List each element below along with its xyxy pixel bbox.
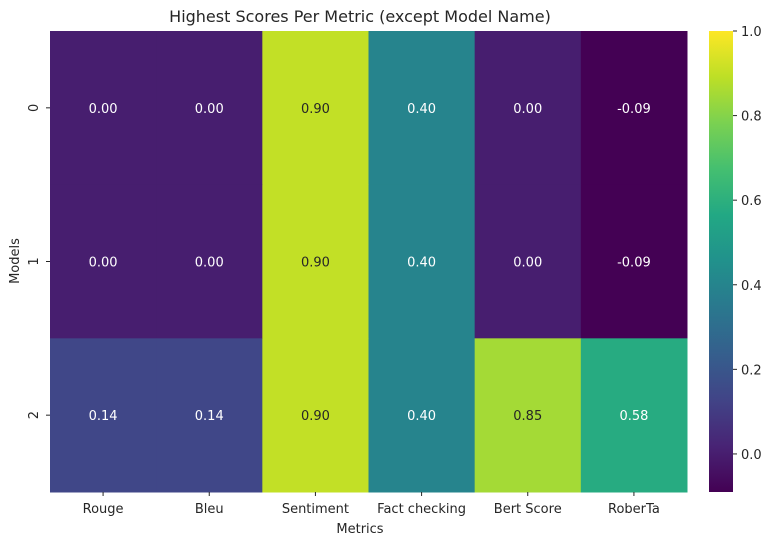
heatmap-cell (156, 184, 263, 339)
cell-value-label: 0.90 (301, 256, 330, 271)
heatmap-cell (368, 31, 476, 186)
y-axis-ticks: 0 1 2 (27, 104, 50, 419)
heatmap-cell (474, 31, 582, 186)
colorbar-gradient (709, 31, 733, 492)
heatmap-cell (368, 184, 476, 339)
heatmap-cell (262, 338, 369, 493)
colorbar-ticks: 0.0 0.2 0.4 0.6 0.8 1.0 (733, 25, 762, 463)
heatmap-cell (580, 338, 688, 493)
colorbar-tick-label: 0.4 (741, 279, 762, 294)
colorbar-tick-label: 0.6 (741, 194, 762, 209)
x-tick-label: RoberTa (608, 502, 660, 517)
heatmap-cell (156, 338, 263, 493)
cell-value-label: 0.00 (89, 256, 118, 271)
colorbar-tick-label: 0.0 (741, 448, 762, 463)
heatmap-cell (262, 184, 369, 339)
cell-value-label: 0.00 (89, 102, 118, 117)
heatmap-cell (474, 338, 582, 493)
cell-value-label: 0.40 (407, 102, 436, 117)
cell-value-label: 0.14 (195, 409, 224, 424)
heatmap-cell (50, 184, 157, 339)
heatmap-cell (580, 31, 688, 186)
x-tick-label: Bleu (195, 502, 224, 517)
x-axis-label: Metrics (336, 522, 383, 537)
heatmap-cell (156, 31, 263, 186)
y-tick-label: 1 (27, 257, 42, 265)
cell-value-label: -0.09 (617, 102, 651, 117)
heatmap-cell (50, 338, 157, 493)
x-axis-ticks: Rouge Bleu Sentiment Fact checking Bert Scor… (83, 492, 660, 517)
cell-value-label: 0.90 (301, 102, 330, 117)
cell-value-label: 0.00 (195, 102, 224, 117)
heatmap-cell (368, 338, 476, 493)
cell-value-label: -0.09 (617, 256, 651, 271)
heatmap-cell (50, 31, 157, 186)
x-tick-label: Sentiment (282, 502, 349, 517)
y-tick-label: 2 (27, 411, 42, 419)
colorbar-tick-label: 0.2 (741, 363, 762, 378)
x-tick-label: Bert Score (494, 502, 562, 517)
y-axis-label: Models (8, 238, 23, 284)
x-tick-label: Fact checking (377, 502, 466, 517)
colorbar-tick-label: 1.0 (741, 25, 762, 40)
y-tick-label: 0 (27, 104, 42, 112)
chart-title: Highest Scores Per Metric (except Model … (169, 7, 551, 26)
cell-value-label: 0.58 (619, 409, 648, 424)
cell-value-label: 0.40 (407, 256, 436, 271)
cell-value-label: 0.00 (195, 256, 224, 271)
colorbar: 0.0 0.2 0.4 0.6 0.8 1.0 (709, 25, 762, 492)
cell-value-label: 0.00 (513, 102, 542, 117)
cell-value-label: 0.40 (407, 409, 436, 424)
cell-value-label: 0.14 (89, 409, 118, 424)
cell-value-label: 0.85 (513, 409, 542, 424)
heatmap-cell (474, 184, 582, 339)
cell-value-label: 0.00 (513, 256, 542, 271)
heatmap-cell (580, 184, 688, 339)
heatmap-cell (262, 31, 369, 186)
heatmap-cell-labels: 0.00 0.00 0.90 0.40 0.00 -0.09 0.00 0.00 0.90 0.4… (89, 102, 651, 424)
heatmap-cells (50, 31, 688, 493)
colorbar-tick-label: 0.8 (741, 110, 762, 125)
x-tick-label: Rouge (83, 502, 124, 517)
cell-value-label: 0.90 (301, 409, 330, 424)
